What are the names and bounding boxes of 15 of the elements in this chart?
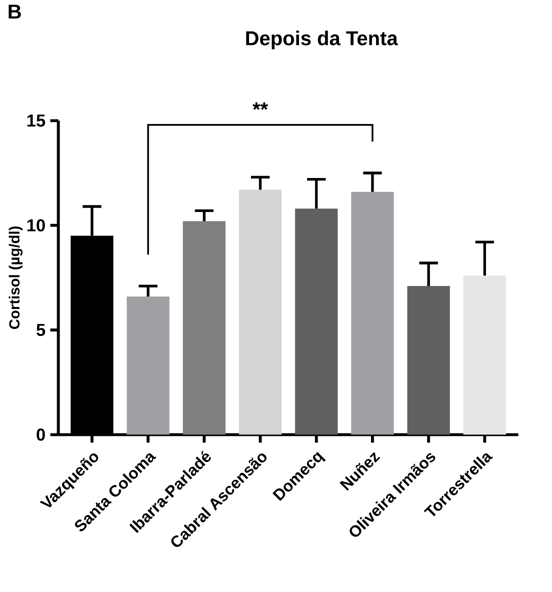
chart-title: Depois da Tenta bbox=[246, 30, 398, 50]
bar bbox=[463, 276, 506, 435]
y-tick-label: 0 bbox=[36, 428, 45, 441]
y-axis-title: Cortisol (µg/dl) bbox=[8, 226, 23, 329]
bar bbox=[295, 208, 338, 435]
bar bbox=[351, 192, 394, 435]
bar bbox=[182, 221, 226, 435]
y-tick-label: 15 bbox=[27, 114, 46, 127]
y-tick-label: 5 bbox=[36, 324, 46, 336]
text: B bbox=[8, 4, 21, 18]
bar bbox=[238, 190, 282, 435]
y-tick-label: 10 bbox=[27, 219, 45, 232]
bar bbox=[126, 296, 170, 435]
text: ** bbox=[252, 102, 268, 110]
bar bbox=[407, 286, 450, 435]
